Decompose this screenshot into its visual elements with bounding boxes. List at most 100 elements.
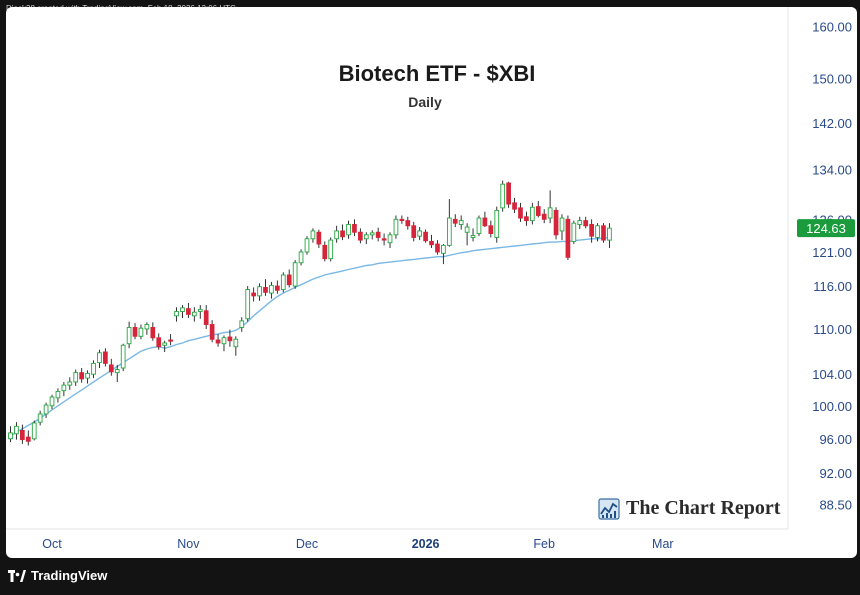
candle [304, 236, 310, 255]
candle-body-up [500, 183, 506, 209]
candle [286, 269, 292, 288]
price-chart[interactable]: Biotech ETF - $XBI Daily 160.00 150.00 142.0… [6, 7, 857, 558]
candle-body-up [441, 244, 446, 254]
candle-body-up [245, 289, 251, 320]
candle-body-up [180, 307, 185, 312]
candle [49, 394, 55, 410]
y-tick-label: 88.50 [819, 497, 852, 512]
candle [197, 305, 203, 319]
candle-body-up [73, 372, 79, 383]
candle [25, 430, 31, 446]
candle [411, 221, 417, 242]
candle-body-up [607, 227, 612, 241]
candle-body-down [411, 225, 417, 238]
candle [298, 249, 304, 266]
candle-body-up [559, 217, 565, 232]
candle [126, 321, 132, 349]
candle-body-up [334, 230, 339, 240]
candle-body-up [363, 234, 369, 240]
candle-body-up [97, 352, 102, 364]
candle [138, 324, 144, 340]
candle [263, 279, 268, 296]
candle [85, 370, 90, 384]
candle-body-down [399, 218, 405, 222]
candle [233, 336, 239, 356]
candle-body-up [197, 308, 203, 312]
candle-body-down [227, 336, 233, 342]
candle-body-down [352, 224, 357, 233]
candle [464, 223, 470, 246]
candle-body-up [14, 425, 19, 435]
candle-body-down [583, 220, 589, 227]
tradingview-logo-text: TradingView [31, 568, 108, 583]
candle [565, 215, 571, 261]
candle-body-up [239, 320, 245, 328]
watermark: The Chart Report [598, 497, 780, 520]
candle [381, 233, 387, 246]
candle [571, 220, 577, 245]
candle-body-up [470, 235, 476, 238]
x-tick-label: Oct [42, 537, 62, 551]
candle [595, 223, 600, 242]
candle [215, 334, 221, 347]
y-tick-label: 160.00 [812, 20, 852, 35]
candle [346, 220, 351, 239]
sma-line [10, 236, 610, 437]
candle-body-down [275, 285, 280, 291]
candle-body-down [263, 286, 268, 293]
candle-body-down [186, 308, 191, 315]
candle [14, 422, 19, 440]
candle [375, 227, 381, 242]
candle [168, 334, 173, 346]
candle [529, 202, 535, 225]
candle [476, 215, 482, 237]
candle-body-down [215, 339, 221, 344]
y-tick-label: 121.00 [812, 245, 852, 260]
tradingview-logo[interactable]: TradingView [8, 568, 107, 583]
candle-body-up [257, 286, 262, 297]
candle-body-down [435, 243, 440, 253]
candle-body-up [61, 384, 67, 392]
candle-body-up [417, 230, 423, 237]
candle-body-up [369, 232, 375, 236]
candle [150, 322, 156, 341]
candle-body-down [203, 310, 209, 325]
candle-body-up [529, 206, 535, 222]
candle [387, 232, 393, 249]
last-price-tag [797, 219, 855, 238]
chart-frame[interactable]: Biotech ETF - $XBI Daily 160.00 150.00 142.0… [6, 7, 857, 558]
candle-body-up [126, 327, 132, 345]
candle [203, 305, 209, 329]
candle-body-up [67, 381, 73, 386]
candle-body-up [346, 224, 351, 236]
candle-body-up [393, 218, 399, 236]
candle-body-down [512, 202, 517, 210]
candle-body-up [458, 220, 464, 225]
candle [108, 358, 114, 376]
candle [162, 340, 168, 352]
last-price-label: 124.63 [806, 221, 846, 236]
candle-body-down [518, 207, 523, 219]
candle [156, 333, 162, 350]
chart-subtitle: Daily [408, 94, 442, 110]
candle [275, 280, 280, 294]
candle-body-down [316, 231, 322, 245]
watermark-text: The Chart Report [626, 497, 781, 519]
candle-body-up [494, 209, 500, 238]
candle-body-up [464, 226, 470, 233]
candle-body-up [31, 422, 37, 440]
candle-body-up [120, 344, 126, 369]
candle-body-down [168, 339, 173, 342]
candle [553, 207, 559, 240]
candle-body-down [79, 372, 85, 380]
candle [120, 343, 126, 372]
candle [535, 200, 541, 218]
candle-body-up [547, 207, 553, 219]
y-tick-label: 92.00 [819, 466, 852, 481]
candle [441, 244, 446, 265]
y-tick-label: 142.00 [812, 116, 852, 131]
x-tick-label: Dec [296, 537, 318, 551]
candle-body-up [49, 396, 55, 407]
candle-body-up [114, 369, 120, 374]
y-tick-label: 150.00 [812, 72, 852, 87]
